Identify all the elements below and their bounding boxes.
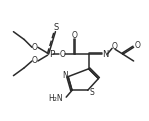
Text: N: N	[62, 71, 68, 80]
Text: O: O	[32, 43, 38, 52]
Text: O: O	[59, 50, 65, 59]
Text: O: O	[72, 31, 78, 40]
Text: O: O	[32, 57, 38, 65]
Text: H₂N: H₂N	[49, 94, 63, 103]
Text: O: O	[111, 42, 117, 51]
Text: S: S	[89, 88, 94, 97]
Text: S: S	[54, 23, 59, 32]
Text: N: N	[102, 50, 108, 59]
Text: O: O	[135, 41, 141, 50]
Text: P: P	[49, 50, 54, 59]
